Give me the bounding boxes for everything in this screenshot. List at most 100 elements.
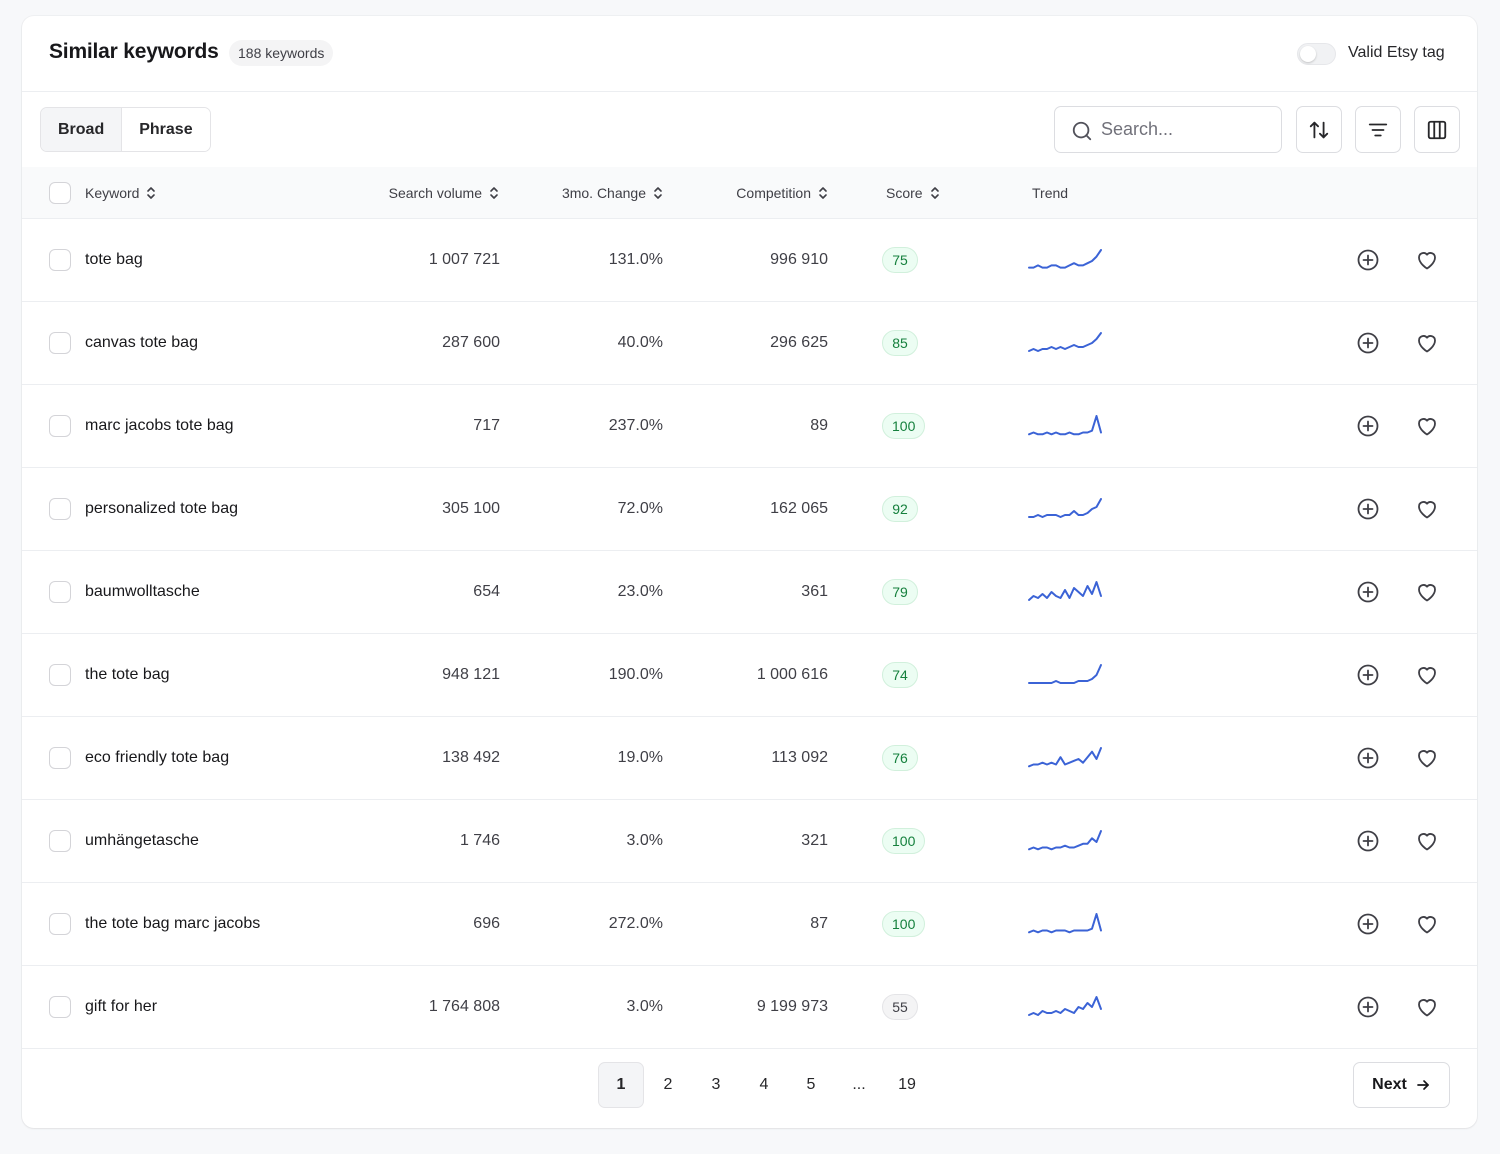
column-search-volume[interactable]: Search volume [352, 167, 500, 219]
sort-arrows-icon [1309, 121, 1329, 138]
column-trend-label: Trend [1032, 185, 1069, 201]
trend-sparkline [1028, 996, 1102, 1016]
row-checkbox[interactable] [49, 830, 71, 852]
add-keyword-button[interactable] [1356, 414, 1380, 438]
change-cell: 131.0% [608, 251, 663, 268]
row-checkbox[interactable] [49, 664, 71, 686]
keyword-cell: umhängetasche [85, 832, 199, 849]
change-cell: 272.0% [608, 915, 663, 932]
favorite-button[interactable] [1415, 663, 1439, 687]
row-checkbox[interactable] [49, 249, 71, 271]
keyword-count-badge: 188 keywords [229, 40, 334, 66]
favorite-button[interactable] [1415, 414, 1439, 438]
column-search-volume-label: Search volume [388, 185, 482, 201]
add-keyword-button[interactable] [1356, 746, 1380, 770]
heart-icon [1418, 833, 1436, 851]
columns-icon [1427, 120, 1447, 139]
trend-line [1028, 664, 1102, 684]
valid-etsy-tag-toggle[interactable] [1297, 43, 1336, 65]
table-row: tote bag 1 007 721 131.0% 996 910 75 [22, 219, 1477, 302]
next-page-label: Next [1372, 1076, 1407, 1093]
favorite-button[interactable] [1415, 995, 1439, 1019]
trend-line [1028, 249, 1102, 269]
add-keyword-button[interactable] [1356, 580, 1380, 604]
table-row: eco friendly tote bag 138 492 19.0% 113 092… [22, 717, 1477, 800]
sort-button[interactable] [1296, 106, 1342, 153]
page-4-button[interactable]: 4 [759, 1076, 769, 1093]
score-badge: 100 [882, 911, 926, 937]
select-all-checkbox[interactable] [49, 182, 71, 204]
trend-sparkline [1028, 664, 1102, 684]
trend-sparkline [1028, 581, 1102, 601]
plus-circle-icon [1357, 581, 1379, 603]
filter-button[interactable] [1355, 106, 1401, 153]
row-checkbox[interactable] [49, 498, 71, 520]
table-row: gift for her 1 764 808 3.0% 9 199 973 55 [22, 966, 1477, 1049]
trend-sparkline [1028, 332, 1102, 352]
filter-lines-icon [1368, 123, 1388, 136]
add-keyword-button[interactable] [1356, 663, 1380, 687]
row-checkbox[interactable] [49, 332, 71, 354]
competition-cell: 361 [801, 583, 828, 600]
heart-icon [1418, 750, 1436, 768]
favorite-button[interactable] [1415, 829, 1439, 853]
column-keyword[interactable]: Keyword [85, 167, 157, 219]
page-2-button[interactable]: 2 [663, 1076, 673, 1093]
search-volume-cell: 696 [473, 915, 500, 932]
favorite-button[interactable] [1415, 912, 1439, 936]
column-score-label: Score [886, 185, 923, 201]
keyword-cell: canvas tote bag [85, 334, 198, 351]
favorite-button[interactable] [1415, 746, 1439, 770]
plus-circle-icon [1357, 996, 1379, 1018]
row-checkbox[interactable] [49, 913, 71, 935]
row-checkbox[interactable] [49, 415, 71, 437]
competition-cell: 87 [810, 915, 828, 932]
score-badge: 100 [882, 828, 926, 854]
row-checkbox[interactable] [49, 996, 71, 1018]
page-3-button[interactable]: 3 [711, 1076, 721, 1093]
trend-line [1028, 415, 1102, 436]
add-keyword-button[interactable] [1356, 912, 1380, 936]
keyword-cell: marc jacobs tote bag [85, 417, 234, 434]
add-keyword-button[interactable] [1356, 331, 1380, 355]
change-cell: 19.0% [617, 749, 663, 766]
columns-button[interactable] [1414, 106, 1460, 153]
tab-broad[interactable]: Broad [41, 108, 122, 151]
add-keyword-button[interactable] [1356, 248, 1380, 272]
page-5-button[interactable]: 5 [806, 1076, 816, 1093]
keyword-cell: the tote bag marc jacobs [85, 915, 261, 932]
add-keyword-button[interactable] [1356, 995, 1380, 1019]
change-cell: 3.0% [626, 998, 663, 1015]
trend-line [1028, 747, 1102, 768]
add-keyword-button[interactable] [1356, 497, 1380, 521]
favorite-button[interactable] [1415, 580, 1439, 604]
search-input[interactable] [1101, 115, 1271, 144]
page-19-button[interactable]: 19 [898, 1076, 916, 1093]
trend-line [1028, 830, 1102, 851]
heart-icon [1418, 501, 1436, 519]
page-1-button[interactable]: 1 [598, 1062, 644, 1108]
plus-circle-icon [1357, 332, 1379, 354]
column-change[interactable]: 3mo. Change [512, 167, 664, 219]
change-cell: 72.0% [617, 500, 663, 517]
favorite-button[interactable] [1415, 497, 1439, 521]
favorite-button[interactable] [1415, 331, 1439, 355]
tab-phrase[interactable]: Phrase [121, 108, 210, 151]
search-volume-cell: 1 764 808 [428, 998, 500, 1015]
plus-circle-icon [1357, 249, 1379, 271]
table-body: tote bag 1 007 721 131.0% 996 910 75 canvas t… [22, 219, 1477, 1049]
column-competition[interactable]: Competition [682, 167, 829, 219]
heart-icon [1418, 252, 1436, 270]
row-checkbox[interactable] [49, 581, 71, 603]
change-cell: 40.0% [617, 334, 663, 351]
favorite-button[interactable] [1415, 248, 1439, 272]
search-volume-cell: 1 746 [459, 832, 500, 849]
card-title: Similar keywords [49, 40, 219, 63]
row-checkbox[interactable] [49, 747, 71, 769]
search-volume-cell: 948 121 [442, 666, 500, 683]
next-page-button[interactable]: Next [1353, 1062, 1450, 1108]
score-badge: 92 [882, 496, 918, 522]
score-badge: 76 [882, 745, 918, 771]
column-score[interactable]: Score [886, 167, 941, 219]
add-keyword-button[interactable] [1356, 829, 1380, 853]
